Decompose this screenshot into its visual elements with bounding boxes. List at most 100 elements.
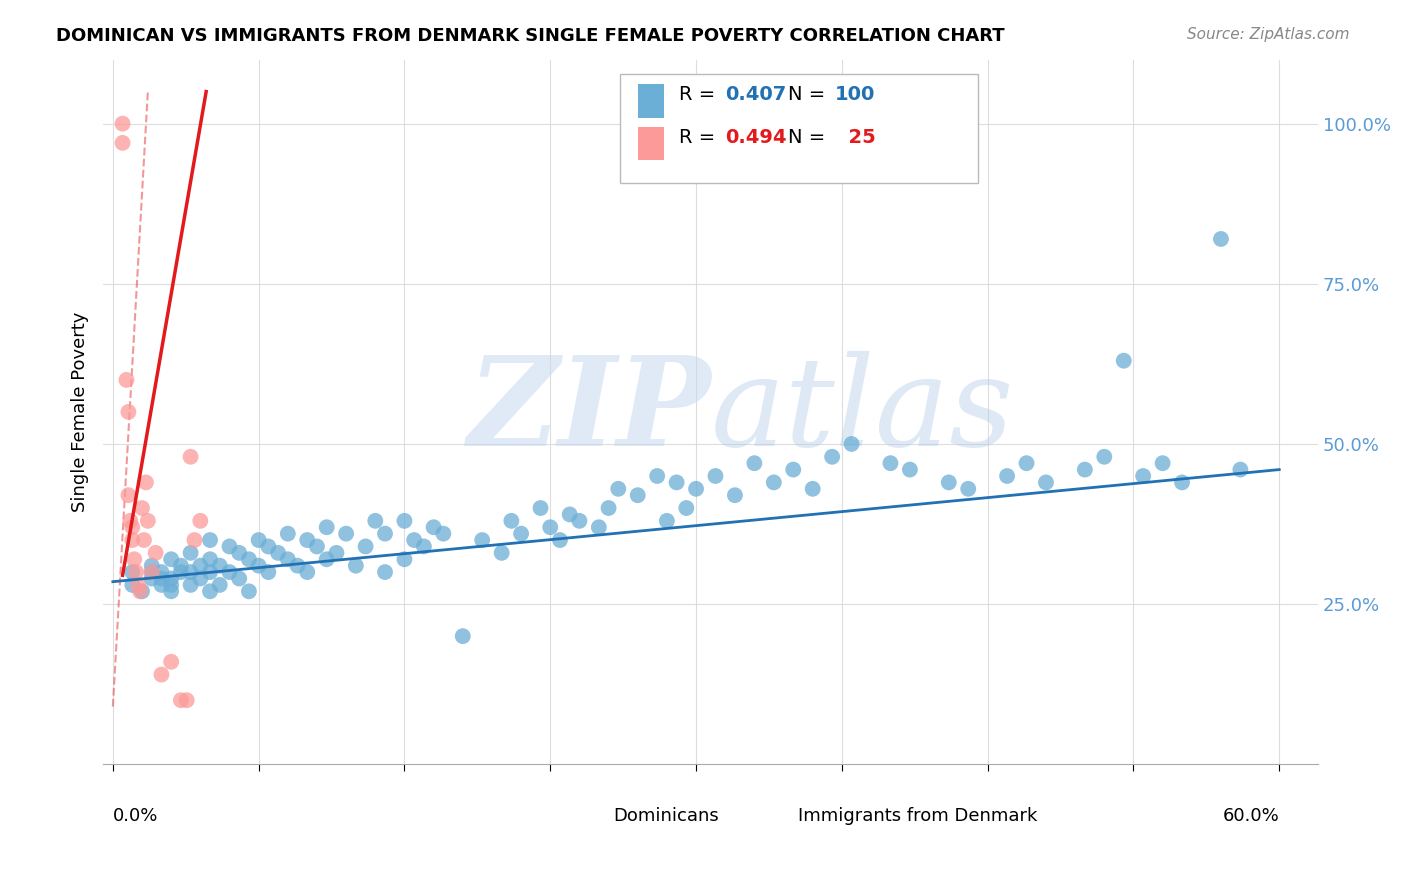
FancyBboxPatch shape — [583, 805, 610, 826]
Point — [404, 533, 426, 547]
Point — [344, 558, 367, 573]
Point — [188, 514, 211, 528]
Point — [782, 462, 804, 476]
Point — [121, 565, 143, 579]
Point — [238, 584, 260, 599]
Point — [180, 546, 202, 560]
Point — [538, 520, 561, 534]
Point — [208, 578, 231, 592]
Point — [141, 558, 163, 573]
Point — [141, 572, 163, 586]
Point — [170, 558, 193, 573]
Point — [188, 558, 211, 573]
Point — [315, 552, 337, 566]
Point — [1015, 456, 1038, 470]
Point — [335, 526, 357, 541]
Point — [879, 456, 901, 470]
Point — [412, 540, 434, 554]
Point — [136, 514, 159, 528]
Point — [131, 584, 153, 599]
Text: N =: N = — [789, 128, 832, 146]
Text: DOMINICAN VS IMMIGRANTS FROM DENMARK SINGLE FEMALE POVERTY CORRELATION CHART: DOMINICAN VS IMMIGRANTS FROM DENMARK SIN… — [56, 27, 1005, 45]
Point — [150, 578, 173, 592]
Point — [238, 552, 260, 566]
Text: 100: 100 — [835, 86, 875, 104]
Point — [685, 482, 707, 496]
FancyBboxPatch shape — [765, 805, 792, 826]
Text: Dominicans: Dominicans — [613, 806, 720, 825]
Point — [898, 462, 921, 476]
Point — [267, 546, 290, 560]
Point — [471, 533, 494, 547]
Point — [277, 526, 299, 541]
Point — [160, 584, 183, 599]
Point — [111, 117, 134, 131]
Text: N =: N = — [789, 86, 832, 104]
Point — [675, 501, 697, 516]
Point — [598, 501, 620, 516]
Point — [995, 469, 1018, 483]
Point — [127, 578, 149, 592]
Point — [364, 514, 387, 528]
Text: R =: R = — [679, 86, 721, 104]
Point — [588, 520, 610, 534]
Point — [297, 533, 319, 547]
Point — [491, 546, 513, 560]
Text: 25: 25 — [835, 128, 876, 146]
Point — [198, 584, 221, 599]
Point — [394, 514, 416, 528]
Point — [501, 514, 523, 528]
Text: Immigrants from Denmark: Immigrants from Denmark — [799, 806, 1038, 825]
Point — [607, 482, 630, 496]
Point — [132, 533, 155, 547]
Point — [188, 572, 211, 586]
Text: 60.0%: 60.0% — [1222, 806, 1279, 824]
Point — [801, 482, 824, 496]
Point — [568, 514, 591, 528]
Point — [150, 667, 173, 681]
Point — [655, 514, 678, 528]
FancyBboxPatch shape — [638, 127, 665, 161]
Text: Source: ZipAtlas.com: Source: ZipAtlas.com — [1187, 27, 1350, 42]
Text: atlas: atlas — [710, 351, 1014, 473]
Point — [228, 546, 250, 560]
Point — [117, 405, 139, 419]
Point — [131, 501, 153, 516]
Point — [150, 572, 173, 586]
Point — [218, 565, 240, 579]
Point — [198, 565, 221, 579]
Point — [558, 508, 581, 522]
Point — [451, 629, 474, 643]
Point — [548, 533, 571, 547]
Point — [228, 572, 250, 586]
Point — [627, 488, 650, 502]
Point — [305, 540, 328, 554]
Point — [180, 450, 202, 464]
Point — [1209, 232, 1232, 246]
Point — [1092, 450, 1115, 464]
Point — [141, 565, 163, 579]
Point — [160, 655, 183, 669]
Point — [665, 475, 688, 490]
Point — [170, 693, 193, 707]
Text: 0.0%: 0.0% — [112, 806, 159, 824]
Point — [218, 540, 240, 554]
Point — [145, 546, 167, 560]
Point — [115, 373, 138, 387]
Point — [1229, 462, 1251, 476]
Point — [1112, 353, 1135, 368]
Y-axis label: Single Female Poverty: Single Female Poverty — [72, 311, 89, 512]
Point — [394, 552, 416, 566]
Point — [325, 546, 347, 560]
Point — [1035, 475, 1057, 490]
Text: 0.494: 0.494 — [725, 128, 787, 146]
Point — [135, 475, 157, 490]
Point — [150, 565, 173, 579]
Point — [957, 482, 980, 496]
Point — [247, 533, 270, 547]
Point — [208, 558, 231, 573]
Point — [645, 469, 668, 483]
Point — [432, 526, 454, 541]
Point — [198, 552, 221, 566]
Point — [170, 565, 193, 579]
